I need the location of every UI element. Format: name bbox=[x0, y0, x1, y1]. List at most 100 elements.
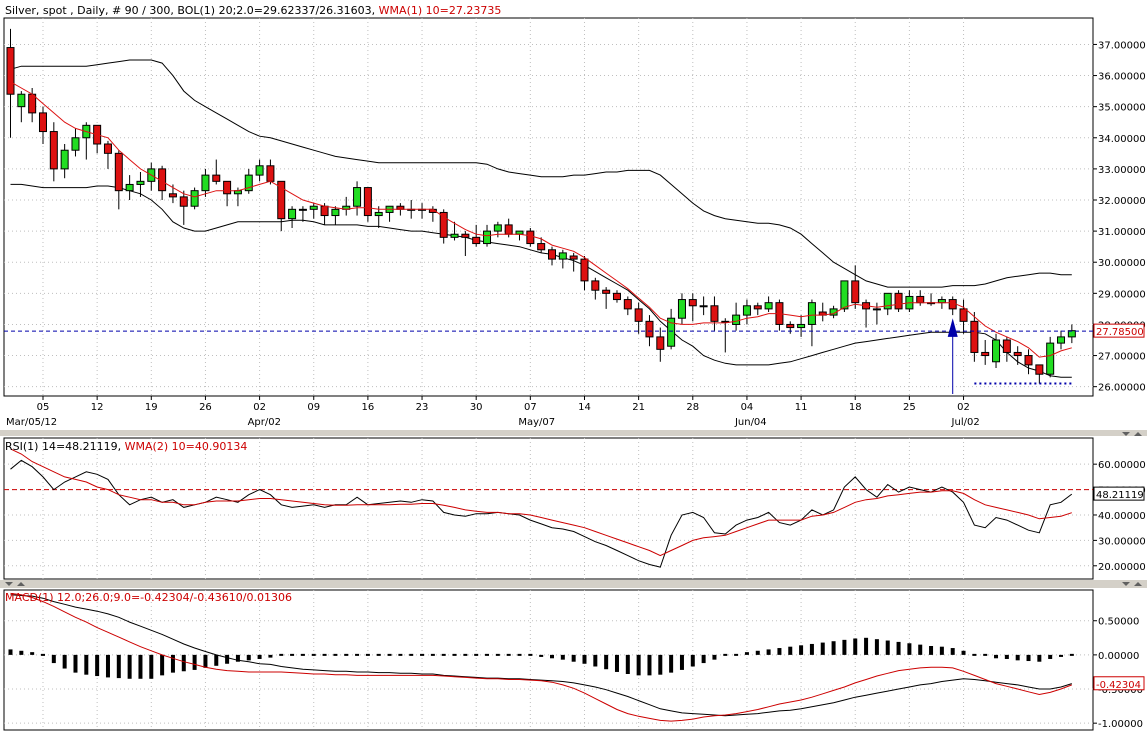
candle bbox=[883, 292, 892, 316]
macd-histogram-bar bbox=[322, 653, 327, 656]
expand-arrow-icon[interactable] bbox=[1134, 432, 1142, 436]
collapse-arrow-icon[interactable] bbox=[1122, 582, 1130, 586]
candle bbox=[872, 302, 881, 325]
macd-histogram-bar bbox=[539, 654, 544, 657]
macd-histogram-bar bbox=[409, 653, 414, 656]
macd-panel-controls-icon[interactable] bbox=[5, 582, 1142, 586]
macd-histogram-bar bbox=[84, 654, 89, 675]
panel-separator-1[interactable] bbox=[0, 430, 1147, 436]
macd-histogram-bar bbox=[853, 638, 858, 655]
price-panel[interactable]: 37.00000 36.00000 35.00000 34.00000 33.00000… bbox=[3, 4, 1146, 428]
macd-histogram-bar bbox=[149, 654, 154, 679]
macd-histogram-bar bbox=[62, 654, 67, 669]
expand-arrow-icon[interactable] bbox=[17, 582, 25, 586]
x-month-label: Mar/05/12 bbox=[6, 417, 57, 428]
macd-histogram-bar bbox=[712, 654, 717, 660]
candle-body-down bbox=[223, 180, 232, 195]
candle bbox=[526, 228, 535, 247]
title-instrument: Silver, spot , Daily, # 90 / 300, bbox=[5, 4, 177, 17]
macd-y-label: 0.00000 bbox=[1098, 651, 1139, 662]
candle-body-up bbox=[493, 224, 502, 232]
macd-histogram-bar bbox=[246, 654, 251, 661]
candle bbox=[60, 144, 69, 179]
candle bbox=[992, 333, 1001, 368]
candle-body-up bbox=[883, 292, 892, 310]
candle bbox=[623, 296, 632, 316]
macd-panel[interactable]: 0.50000 0.00000 -0.50000 -1.00000 -0.42304 M… bbox=[3, 589, 1145, 731]
collapse-arrow-icon[interactable] bbox=[5, 582, 13, 586]
upper-band-line bbox=[10, 59, 1072, 288]
macd-histogram-bar bbox=[116, 654, 121, 679]
macd-histogram-bar bbox=[972, 653, 977, 656]
candle bbox=[656, 327, 665, 362]
candle-body-up bbox=[244, 174, 253, 192]
price-y-label: 31.00000 bbox=[1098, 227, 1146, 238]
candle-body-up bbox=[136, 180, 145, 185]
candle-body-up bbox=[71, 137, 80, 151]
candle bbox=[493, 221, 502, 238]
macd-histogram-bar bbox=[127, 654, 132, 679]
macd-histogram-bar bbox=[257, 654, 262, 659]
x-month-label: Jul/02 bbox=[951, 417, 980, 428]
macd-histogram-bar bbox=[820, 642, 825, 655]
candle bbox=[179, 190, 188, 225]
macd-histogram-bar bbox=[593, 654, 598, 667]
price-y-label: 27.00000 bbox=[1098, 352, 1146, 363]
candle bbox=[103, 140, 112, 169]
candle-body-up bbox=[937, 299, 946, 304]
candle-body-up bbox=[483, 230, 492, 245]
collapse-arrow-icon[interactable] bbox=[1122, 432, 1130, 436]
candle-body-down bbox=[363, 187, 372, 217]
candle bbox=[602, 287, 611, 309]
candle-body-up bbox=[699, 305, 708, 308]
candle bbox=[569, 252, 578, 272]
candle-body-down bbox=[548, 249, 556, 260]
candle bbox=[353, 181, 362, 216]
candle bbox=[374, 206, 383, 228]
macd-histogram-bar bbox=[550, 654, 554, 659]
current-price-label: 27.78500 bbox=[1096, 327, 1144, 338]
rsi-panel[interactable]: 60.0000050.0000040.0000030.0000020.00000… bbox=[3, 437, 1146, 580]
candle bbox=[688, 293, 697, 322]
macd-histogram-bar bbox=[506, 653, 511, 656]
candle bbox=[981, 340, 990, 365]
macd-histogram-bar bbox=[669, 654, 674, 673]
rsi-y-axis: 60.0000050.0000040.0000030.0000020.00000… bbox=[1093, 460, 1146, 573]
candlesticks[interactable] bbox=[6, 28, 1076, 384]
x-day-label: 23 bbox=[416, 402, 429, 413]
candle bbox=[1035, 364, 1044, 384]
macd-histogram-bar bbox=[192, 654, 197, 670]
candle bbox=[742, 299, 751, 325]
macd-histogram-bar bbox=[268, 654, 273, 658]
macd-histogram-bar bbox=[203, 654, 208, 668]
rsi-gridlines bbox=[4, 438, 1093, 579]
macd-histogram-bar bbox=[571, 654, 576, 662]
panel-separator-2[interactable] bbox=[0, 580, 1147, 588]
candle-body-down bbox=[1035, 364, 1044, 375]
expand-arrow-icon[interactable] bbox=[1134, 582, 1142, 586]
price-title: Silver, spot , Daily, # 90 / 300, BOL(1)… bbox=[5, 4, 501, 17]
candle bbox=[472, 224, 481, 247]
macd-histogram-bar bbox=[734, 653, 739, 656]
candle-body-down bbox=[851, 280, 860, 304]
macd-histogram-bar bbox=[1037, 654, 1042, 662]
candle-body-down bbox=[1013, 351, 1022, 357]
macd-histogram-bar bbox=[30, 652, 35, 655]
rsi-y-label: 20.00000 bbox=[1098, 562, 1146, 573]
candle bbox=[114, 150, 123, 210]
rsi-panel-controls-icon[interactable] bbox=[1122, 432, 1142, 436]
candle bbox=[201, 168, 210, 197]
candle-body-down bbox=[580, 258, 589, 282]
x-day-label: 14 bbox=[578, 402, 591, 413]
x-month-label: Apr/02 bbox=[248, 417, 281, 428]
candle-body-up bbox=[331, 208, 340, 217]
candle-body-up bbox=[1057, 336, 1066, 344]
macd-histogram-bar bbox=[376, 653, 381, 656]
candle bbox=[699, 296, 708, 316]
macd-histogram-bar bbox=[777, 648, 782, 655]
candle bbox=[851, 265, 860, 309]
price-y-label: 33.00000 bbox=[1098, 165, 1146, 176]
candle-body-up bbox=[732, 314, 741, 325]
candle-body-down bbox=[6, 47, 15, 95]
candle-body-up bbox=[992, 339, 1001, 363]
